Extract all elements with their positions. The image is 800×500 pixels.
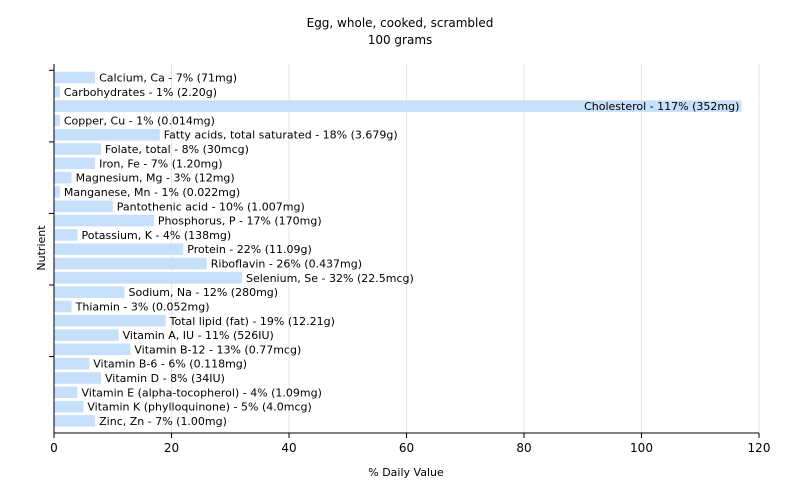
bar-label-14: Selenium, Se - 32% (22.5mcg)	[246, 272, 414, 285]
bar-label-10: Phosphorus, P - 17% (170mg)	[158, 215, 322, 228]
bar-15	[54, 286, 125, 298]
bar-7	[54, 171, 72, 184]
bar-label-11: Potassium, K - 4% (138mg)	[82, 229, 232, 242]
bar-16	[54, 300, 72, 313]
bar-label-20: Vitamin B-6 - 6% (0.118mg)	[93, 358, 247, 371]
bar-0	[54, 71, 96, 84]
grid-lines	[171, 64, 760, 433]
bar-10	[54, 214, 154, 227]
bar-22	[54, 386, 78, 399]
bar-5	[54, 143, 101, 155]
bar-label-17: Total lipid (fat) - 19% (12.21g)	[169, 315, 335, 328]
bar-14	[54, 272, 242, 284]
bar-13	[54, 257, 207, 270]
bar-label-6: Iron, Fe - 7% (1.20mg)	[99, 157, 222, 170]
chart-title: Egg, whole, cooked, scrambled	[307, 16, 494, 30]
bar-label-16: Thiamin - 3% (0.052mg)	[75, 300, 210, 313]
bar-6	[54, 157, 96, 170]
bar-23	[54, 400, 84, 413]
bar-2	[54, 100, 742, 112]
bar-label-15: Sodium, Na - 12% (280mg)	[129, 286, 279, 299]
x-tick-label-120: 120	[748, 441, 771, 455]
bar-18	[54, 329, 119, 341]
bar-label-5: Folate, total - 8% (30mcg)	[105, 143, 249, 156]
bar-17	[54, 315, 166, 327]
bar-24	[54, 415, 96, 427]
x-tick-label-40: 40	[281, 441, 296, 455]
bar-label-13: Riboflavin - 26% (0.437mg)	[211, 258, 362, 271]
bar-label-1: Carbohydrates - 1% (2.20g)	[64, 86, 217, 99]
bar-label-9: Pantothenic acid - 10% (1.007mg)	[117, 200, 305, 213]
x-tick-label-20: 20	[164, 441, 179, 455]
x-tick-label-100: 100	[630, 441, 653, 455]
bar-label-24: Zinc, Zn - 7% (1.00mg)	[99, 415, 227, 428]
bar-label-22: Vitamin E (alpha-tocopherol) - 4% (1.09m…	[82, 386, 322, 399]
x-tick-label-0: 0	[50, 441, 58, 455]
bar-8	[54, 186, 60, 198]
bars: Calcium, Ca - 7% (71mg)Carbohydrates - 1…	[54, 71, 742, 428]
bar-12	[54, 243, 184, 255]
x-tick-label-80: 80	[516, 441, 531, 455]
bar-19	[54, 343, 131, 356]
bar-1	[54, 86, 60, 98]
chart-subtitle: 100 grams	[368, 33, 433, 47]
bar-label-19: Vitamin B-12 - 13% (0.77mcg)	[134, 343, 301, 356]
bar-20	[54, 357, 90, 370]
bar-9	[54, 200, 113, 213]
axes: 0 20 40 60 80 100 120	[49, 64, 770, 455]
bar-label-8: Manganese, Mn - 1% (0.022mg)	[64, 186, 240, 199]
bar-label-12: Protein - 22% (11.09g)	[187, 243, 312, 256]
bar-3	[54, 114, 60, 127]
bar-label-18: Vitamin A, IU - 11% (526IU)	[123, 329, 274, 342]
bar-label-23: Vitamin K (phylloquinone) - 5% (4.0mcg)	[87, 401, 311, 414]
x-tick-label-60: 60	[399, 441, 414, 455]
bar-label-3: Copper, Cu - 1% (0.014mg)	[64, 114, 215, 127]
bar-4	[54, 128, 160, 141]
bar-21	[54, 372, 101, 384]
x-axis-label: % Daily Value	[368, 466, 444, 479]
bar-label-4: Fatty acids, total saturated - 18% (3.67…	[164, 129, 398, 142]
bar-label-7: Magnesium, Mg - 3% (12mg)	[76, 172, 235, 185]
bar-label-2: Cholesterol - 117% (352mg)	[584, 100, 739, 113]
y-axis-label: Nutrient	[35, 225, 48, 271]
bar-label-0: Calcium, Ca - 7% (71mg)	[99, 72, 237, 85]
bar-11	[54, 229, 78, 241]
bar-label-21: Vitamin D - 8% (34IU)	[105, 372, 225, 385]
